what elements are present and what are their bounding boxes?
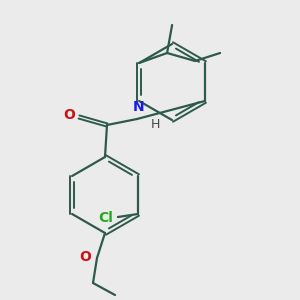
Text: O: O bbox=[79, 250, 91, 264]
Text: N: N bbox=[133, 100, 145, 114]
Text: H: H bbox=[150, 118, 160, 131]
Text: O: O bbox=[63, 108, 75, 122]
Text: Cl: Cl bbox=[98, 211, 113, 225]
